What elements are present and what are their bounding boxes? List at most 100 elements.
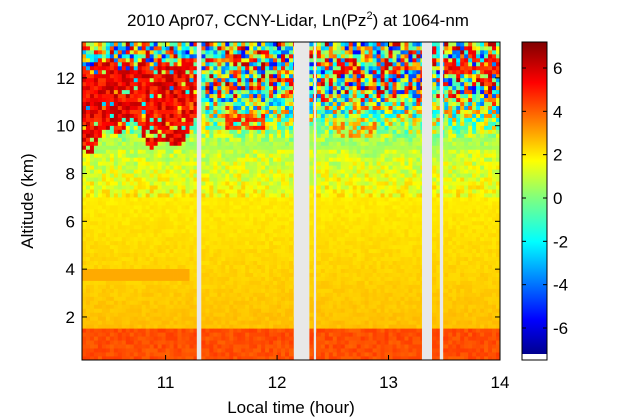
heatmap-cell [185, 157, 190, 162]
heatmap-cell [181, 169, 186, 174]
heatmap-cell [82, 61, 87, 67]
heatmap-cell [316, 232, 322, 238]
heatmap-cell [233, 89, 238, 95]
heatmap-cell [253, 161, 258, 166]
heatmap-cell [153, 324, 159, 329]
heatmap-cell [193, 181, 198, 186]
heatmap-cell [173, 65, 178, 71]
heatmap-cell [265, 352, 270, 357]
heatmap-cell [237, 248, 242, 254]
heatmap-cell [89, 81, 95, 87]
heatmap-cell [201, 216, 206, 222]
heatmap-cell [149, 272, 155, 277]
heatmap-cell [137, 185, 143, 190]
heatmap-cell [117, 109, 123, 114]
heatmap-cell [237, 204, 242, 210]
heatmap-cell [269, 216, 274, 222]
heatmap-cell [169, 340, 174, 345]
heatmap-cell [201, 173, 206, 178]
heatmap-cell [177, 280, 182, 285]
heatmap-cell [269, 193, 274, 198]
heatmap-cell [233, 264, 238, 269]
heatmap-cell [133, 336, 139, 341]
heatmap-cell [165, 284, 170, 289]
heatmap-cell [82, 69, 87, 75]
heatmap-cell [217, 300, 222, 305]
heatmap-cell [89, 208, 95, 214]
heatmap-cell [117, 61, 123, 67]
heatmap-cell [209, 284, 214, 289]
heatmap-cell [153, 45, 159, 51]
heatmap-cell [129, 280, 135, 285]
heatmap-cell [193, 308, 198, 313]
heatmap-cell [213, 348, 218, 353]
heatmap-cell [201, 232, 206, 238]
heatmap-cell [109, 328, 115, 333]
heatmap-cell [133, 97, 139, 103]
heatmap-cell [253, 340, 258, 345]
heatmap-cell [97, 49, 103, 55]
heatmap-cell [145, 121, 151, 126]
heatmap-cell [233, 344, 238, 349]
heatmap-cell [281, 232, 286, 238]
heatmap-cell [265, 173, 270, 178]
heatmap-cell [89, 157, 95, 162]
heatmap-cell [205, 193, 210, 198]
heatmap-cell [201, 193, 206, 198]
heatmap-cell [133, 53, 139, 59]
heatmap-cell [241, 220, 246, 226]
heatmap-cell [121, 193, 127, 198]
heatmap-cell [173, 220, 178, 226]
heatmap-cell [85, 212, 91, 218]
heatmap-cell [265, 65, 270, 71]
heatmap-cell [141, 53, 147, 59]
heatmap-cell [169, 73, 174, 79]
heatmap-cell [189, 252, 194, 258]
heatmap-cell [221, 65, 226, 71]
heatmap-cell [189, 220, 194, 226]
heatmap-cell [253, 42, 258, 47]
heatmap-cell [273, 125, 278, 130]
heatmap-cell [237, 236, 242, 242]
heatmap-cell [149, 189, 155, 194]
heatmap-cell [281, 165, 286, 170]
heatmap-cells [82, 42, 501, 361]
heatmap-cell [237, 189, 242, 194]
heatmap-cell [157, 93, 163, 99]
heatmap-cell [89, 252, 95, 258]
heatmap-cell [113, 93, 119, 99]
heatmap-cell [281, 157, 286, 162]
heatmap-cell [249, 244, 254, 250]
heatmap-cell [233, 352, 238, 357]
heatmap-cell [101, 228, 107, 234]
heatmap-cell [324, 121, 330, 126]
heatmap-cell [281, 228, 286, 234]
heatmap-cell [253, 77, 258, 83]
heatmap-cell [177, 352, 182, 357]
heatmap-cell [225, 352, 230, 357]
heatmap-cell [193, 109, 198, 114]
heatmap-cell [308, 177, 314, 182]
heatmap-cell [316, 236, 322, 242]
heatmap-cell [205, 268, 210, 273]
heatmap-cell [328, 240, 334, 246]
heatmap-cell [229, 65, 234, 71]
heatmap-cell [153, 109, 159, 114]
heatmap-cell [281, 216, 286, 222]
heatmap-cell [189, 185, 194, 190]
heatmap-cell [217, 157, 222, 162]
heatmap-cell [225, 348, 230, 353]
heatmap-cell [85, 316, 91, 321]
heatmap-cell [249, 141, 254, 146]
heatmap-cell [221, 169, 226, 174]
heatmap-cell [137, 169, 143, 174]
heatmap-cell [316, 57, 322, 63]
heatmap-cell [320, 228, 326, 234]
heatmap-cell [193, 133, 198, 138]
heatmap-cell [145, 45, 151, 51]
heatmap-cell [189, 97, 194, 103]
heatmap-cell [137, 145, 143, 150]
heatmap-cell [121, 264, 127, 269]
heatmap-cell [89, 264, 95, 269]
heatmap-cell [237, 352, 242, 357]
